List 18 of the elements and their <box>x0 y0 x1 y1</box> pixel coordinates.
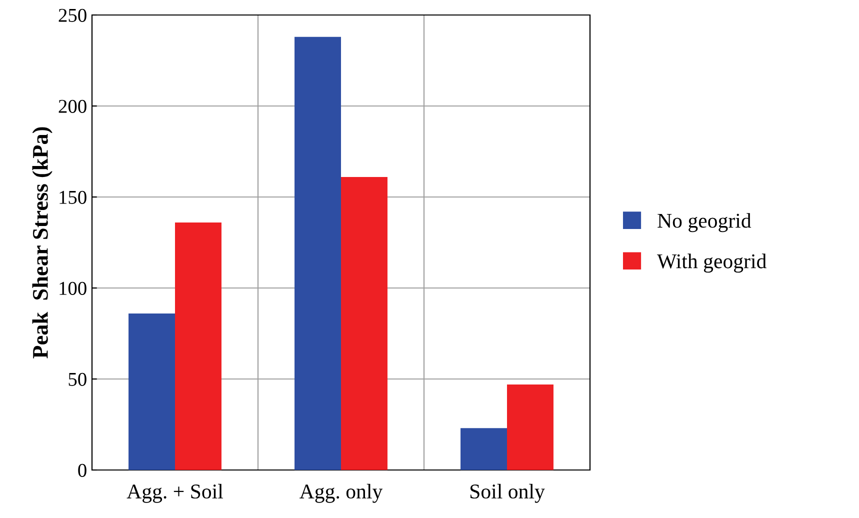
bar <box>507 384 554 470</box>
x-tick-label: Agg. + Soil <box>126 484 223 503</box>
y-tick-label: 50 <box>68 372 86 386</box>
y-tick-label: 0 <box>78 464 86 477</box>
bar <box>294 36 341 470</box>
bar <box>128 313 175 470</box>
bar <box>175 222 222 470</box>
y-tick-label: 100 <box>60 282 86 295</box>
legend-label: With geogrid <box>657 254 766 273</box>
x-tick-label: Soil only <box>470 484 545 503</box>
bar <box>460 428 507 470</box>
legend-label: No geogrid <box>658 213 752 232</box>
y-axis-title: Peak Shear Stress (kPa) <box>32 127 52 358</box>
bar <box>341 176 388 470</box>
y-tick-label: 150 <box>60 190 86 204</box>
y-tick-label: 250 <box>58 8 86 22</box>
y-tick-label: 200 <box>58 100 86 113</box>
x-tick-label: Agg. only <box>300 484 383 503</box>
